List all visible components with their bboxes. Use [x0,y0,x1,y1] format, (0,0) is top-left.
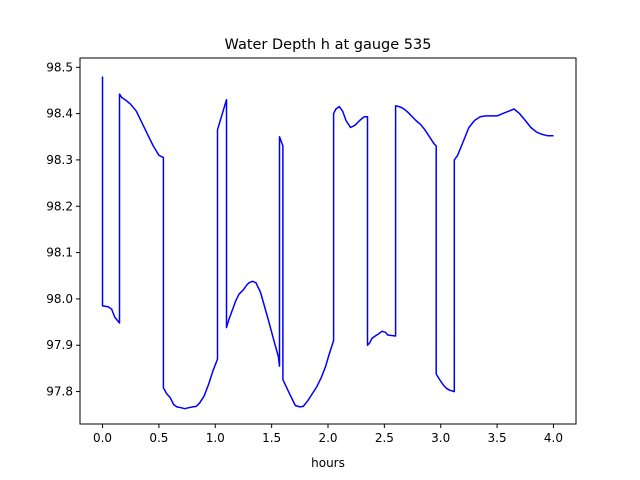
x-tick-label: 0.0 [93,431,112,445]
x-tick-label: 3.5 [488,431,507,445]
x-tick-label: 2.0 [318,431,337,445]
x-tick-label: 2.5 [375,431,394,445]
y-tick-label: 98.2 [46,199,73,213]
y-tick-label: 98.3 [46,153,73,167]
x-axis-label: hours [311,456,345,470]
x-tick-label: 1.5 [262,431,281,445]
chart-title: Water Depth h at gauge 535 [225,37,432,53]
series-layer [101,76,554,410]
x-axis: 0.0 0.5 1.0 1.5 2.0 2.5 3.0 3.5 4.0 [93,424,563,445]
y-tick-label: 97.8 [46,385,73,399]
y-tick-label: 98.1 [46,246,73,260]
y-axis: 97.8 97.9 98.0 98.1 98.2 98.3 98.4 98.5 [46,60,80,399]
x-tick-label: 3.0 [431,431,450,445]
y-tick-label: 98.4 [46,107,73,121]
y-tick-label: 98.0 [46,292,73,306]
series-line [101,76,554,410]
x-tick-label: 4.0 [544,431,563,445]
x-tick-label: 0.5 [149,431,168,445]
y-tick-label: 98.5 [46,60,73,74]
x-tick-label: 1.0 [206,431,225,445]
y-tick-label: 97.9 [46,338,73,352]
